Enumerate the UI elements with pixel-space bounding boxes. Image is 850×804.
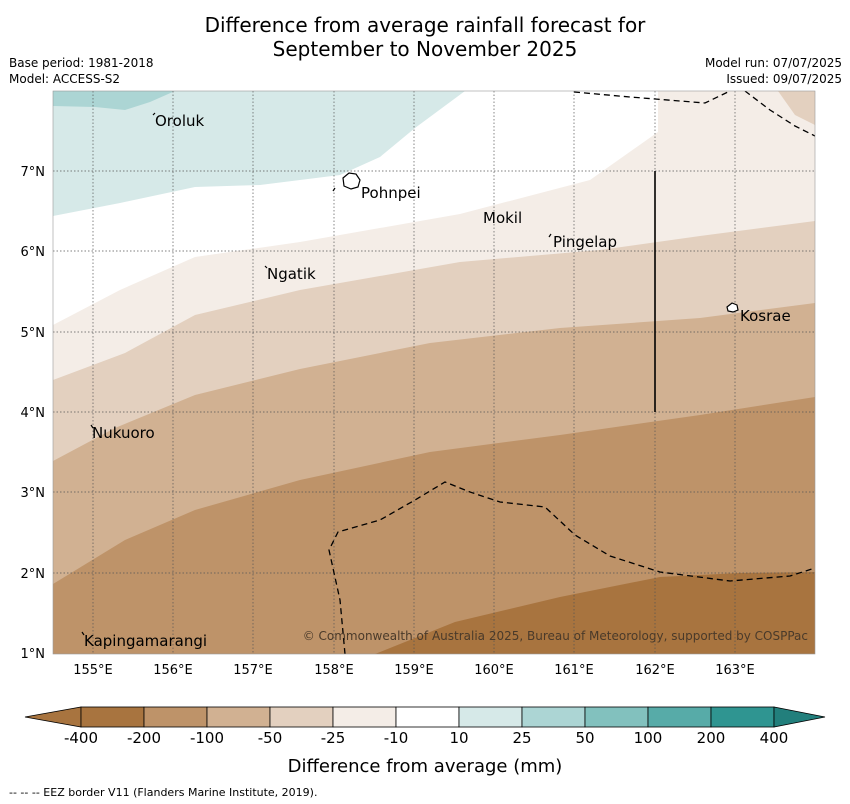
colorbar-tick-label: -25 xyxy=(320,729,346,747)
colorbar-tick-label: -50 xyxy=(257,729,283,747)
place-pingelap: Pingelap xyxy=(553,233,617,251)
ngatik-atoll-icon xyxy=(264,265,268,269)
base-period: Base period: 1981-2018 xyxy=(9,56,154,70)
pohnpei-island-icon xyxy=(342,172,361,190)
lon-tick: 163°E xyxy=(715,663,755,678)
place-ngatik: Ngatik xyxy=(267,265,316,283)
colorbar-tick-label: -400 xyxy=(63,729,99,747)
place-mokil: Mokil xyxy=(483,209,522,227)
place-pohnpei: Pohnpei xyxy=(361,184,421,202)
lon-tick: 157°E xyxy=(233,663,273,678)
lon-tick-labels: 155°E 156°E 157°E 158°E 159°E 160°E 161°… xyxy=(73,663,755,678)
colorbar-swatch xyxy=(584,706,649,728)
colorbar-swatch xyxy=(269,706,334,728)
grid-lines xyxy=(53,91,815,654)
lon-tick: 155°E xyxy=(73,663,113,678)
lat-tick: 5°N xyxy=(21,326,46,341)
colorbar-title: Difference from average (mm) xyxy=(287,756,563,777)
lon-tick: 162°E xyxy=(635,663,675,678)
colorbar-tick-label: 400 xyxy=(759,729,789,747)
lon-tick: 158°E xyxy=(314,663,354,678)
eez-footnote: -- -- -- EEZ border V11 (Flanders Marine… xyxy=(9,786,318,799)
colorbar xyxy=(24,706,826,728)
chart-title: Difference from average rainfall forecas… xyxy=(0,13,850,61)
lon-tick: 161°E xyxy=(554,663,594,678)
islet-icon xyxy=(332,187,336,192)
colorbar-arrow-left xyxy=(24,706,82,728)
place-kosrae: Kosrae xyxy=(740,307,791,325)
colorbar-swatch xyxy=(395,706,460,728)
colorbar-tick-label: 200 xyxy=(696,729,726,747)
band-light-tan-corner xyxy=(778,91,815,125)
meta-right: Model run: 07/07/2025 Issued: 09/07/2025 xyxy=(705,55,842,87)
colorbar-tick-label: 10 xyxy=(449,729,469,747)
colorbar-tick-label: 25 xyxy=(512,729,532,747)
lat-tick: 6°N xyxy=(21,245,46,260)
island-shapes xyxy=(81,112,739,636)
colorbar-swatch xyxy=(332,706,397,728)
colorbar-tick-label: -10 xyxy=(383,729,409,747)
colorbar-arrow-right xyxy=(773,706,826,728)
lat-tick: 3°N xyxy=(21,486,46,501)
copyright-notice: © Commonwealth of Australia 2025, Bureau… xyxy=(303,629,808,643)
colorbar-tick-label: 50 xyxy=(575,729,595,747)
colorbar-swatch xyxy=(80,706,145,728)
colorbar-swatch xyxy=(143,706,208,728)
map-frame xyxy=(52,90,816,655)
colorbar-swatch xyxy=(521,706,586,728)
band-light-teal xyxy=(53,91,465,216)
meta-left: Base period: 1981-2018 Model: ACCESS-S2 xyxy=(9,55,154,87)
band-teal xyxy=(53,91,175,110)
lat-tick-labels: 7°N 6°N 5°N 4°N 3°N 2°N 1°N xyxy=(21,165,46,662)
lat-tick: 2°N xyxy=(21,567,46,582)
place-kapingamarangi: Kapingamarangi xyxy=(84,632,207,650)
colorbar-tick-label: 100 xyxy=(633,729,663,747)
place-nukuoro: Nukuoro xyxy=(92,424,155,442)
kosrae-island-icon xyxy=(726,302,739,313)
colorbar-tick-labels: -400 -200 -100 -50 -25 -10 10 25 50 100 200 400 xyxy=(0,729,850,749)
issued-date: Issued: 09/07/2025 xyxy=(726,72,842,86)
model-run: Model run: 07/07/2025 xyxy=(704,56,842,70)
lat-tick: 7°N xyxy=(21,165,46,180)
lat-tick: 4°N xyxy=(21,406,46,421)
lon-tick: 160°E xyxy=(474,663,514,678)
map-area: Oroluk Pohnpei Mokil Pingelap Ngatik Kos… xyxy=(53,91,815,654)
oroluk-atoll-icon xyxy=(152,112,156,116)
colorbar-swatch xyxy=(206,706,271,728)
colorbar-swatch xyxy=(647,706,712,728)
lon-tick: 156°E xyxy=(153,663,193,678)
colorbar-tick-label: -200 xyxy=(126,729,162,747)
pingelap-atoll-icon xyxy=(548,233,552,238)
band-dark-brown xyxy=(375,572,815,654)
lon-tick: 159°E xyxy=(394,663,434,678)
title-line-2: September to November 2025 xyxy=(272,37,578,61)
kapingamarangi-atoll-icon xyxy=(81,631,85,636)
model-name: Model: ACCESS-S2 xyxy=(9,72,121,86)
place-oroluk: Oroluk xyxy=(155,112,204,130)
eez-border xyxy=(328,91,815,654)
colorbar-swatch xyxy=(710,706,775,728)
colorbar-swatch xyxy=(458,706,523,728)
title-line-1: Difference from average rainfall forecas… xyxy=(204,13,646,37)
colorbar-tick-label: -100 xyxy=(189,729,225,747)
nukuoro-atoll-icon xyxy=(90,424,94,429)
lat-tick: 1°N xyxy=(21,647,46,662)
